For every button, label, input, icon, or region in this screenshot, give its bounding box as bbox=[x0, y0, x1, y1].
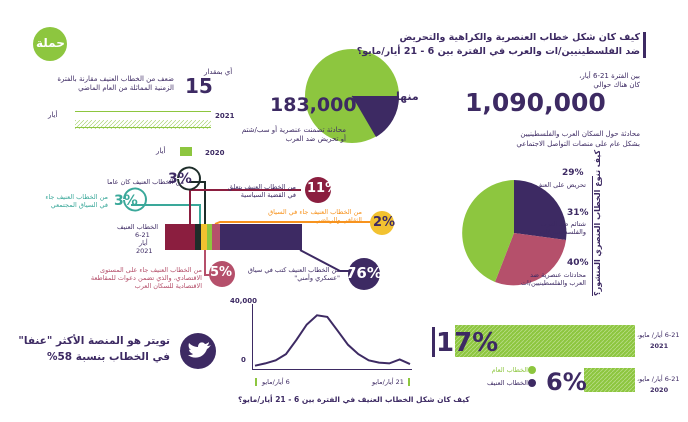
bar-label-line4: 2021 bbox=[136, 247, 153, 255]
bar-2020-month bbox=[180, 147, 192, 156]
bar-2021-axis bbox=[75, 111, 211, 112]
comparison-year-2020: 2020 bbox=[205, 149, 225, 157]
pie-slice1-pct: 29% bbox=[562, 168, 584, 178]
total-caption-line1: بين الفترة 21-6 أيار، bbox=[579, 72, 640, 80]
bar-label-line2: 6-21 bbox=[135, 231, 150, 239]
share-bar-2021 bbox=[455, 325, 635, 357]
total-desc-line2: بشكل عام على منصات التواصل الاجتماعي bbox=[516, 140, 640, 148]
pie-slice-racist bbox=[462, 180, 514, 282]
cat3-text-line1: من الخطاب العنيف يتعلق bbox=[227, 183, 296, 191]
twitter-bird-icon bbox=[188, 342, 211, 358]
cat5-pct: 5% bbox=[210, 265, 233, 280]
cat6-text-line2: "عسكري وأمني" bbox=[294, 274, 340, 282]
cat4-pct: 2% bbox=[373, 215, 396, 230]
bar-2021-month bbox=[75, 120, 211, 129]
share-2021-pct: 17% bbox=[436, 328, 499, 358]
page-title-line2: ضد الفلسطينيين/ات والعرب في الفترة بين 6… bbox=[356, 46, 640, 57]
category-badges bbox=[123, 166, 394, 290]
timeline-x-axis bbox=[252, 369, 412, 370]
pie-slice3-pct: 40% bbox=[567, 258, 589, 268]
pie-slice2-label-line2: والفلسطينيين/ات bbox=[539, 228, 586, 236]
pie-slice-incitement bbox=[514, 180, 567, 240]
logo-text: حملة bbox=[36, 36, 65, 50]
timeline-ymin: 0 bbox=[241, 356, 246, 364]
twitter-line2: في الخطاب بنسبة 58% bbox=[46, 351, 170, 363]
pie-slice3-label-line2: العرب والفلسطينيين/ات bbox=[520, 279, 586, 287]
cat3-pct: 11% bbox=[307, 181, 339, 196]
legend-general: الخطاب العام bbox=[491, 366, 528, 374]
cat3-text-line2: في القضية السياسية bbox=[240, 191, 296, 199]
timeline-start-label: 6 أيار/مايو bbox=[262, 378, 290, 386]
subset-desc-line1: محادثة تضمنت عنصرية أو سب/شتم bbox=[241, 126, 346, 134]
cat5-text-line2: الاقتصادي، والذي تضمن دعوات للمقاطعة bbox=[90, 274, 202, 282]
timeline-end-label: 21 أيار/مايو bbox=[372, 378, 404, 386]
multiplier-value: 15 bbox=[185, 74, 213, 98]
share-2020-pct: 6% bbox=[546, 368, 587, 396]
legend-general-dot bbox=[528, 366, 536, 374]
cat5-text-line3: الاقتصادية للسكان العرب bbox=[134, 282, 202, 290]
cat6-pct: 76% bbox=[346, 264, 382, 282]
legend-violent: الخطاب العنيف bbox=[486, 379, 528, 387]
bar-label-line3: أيار bbox=[139, 239, 148, 247]
share-2021-label-line2: 2021 bbox=[650, 342, 669, 350]
cat4-text-line2: الثقافي والرياضي bbox=[315, 216, 362, 224]
timeline-series-line bbox=[254, 314, 411, 367]
twitter-line1: تويتر هو المنصة الأكثر "عنفا" bbox=[18, 335, 170, 347]
cat2-pct: 3% bbox=[114, 193, 138, 209]
logo-mark bbox=[33, 27, 67, 61]
timeline-caption: كيف كان شكل الخطاب العنيف في الفترة بين … bbox=[238, 395, 470, 404]
volume-wedge bbox=[352, 96, 400, 137]
share-2021-label-line1: 6-21 أيار/ مايو، bbox=[637, 331, 680, 339]
bar-label-line1: الخطاب العنيف bbox=[117, 223, 159, 231]
comparison-month-2020: أيار bbox=[156, 147, 166, 155]
pie-slice2-pct: 31% bbox=[567, 208, 589, 218]
page-title-line1: كيف كان شكل خطاب العنصرية والكراهية والت… bbox=[399, 32, 640, 43]
subset-desc-line2: أو تحريض ضد العرب bbox=[285, 135, 346, 143]
pie-slice3-label-line1: محادثات عنصرية ضد bbox=[530, 271, 586, 279]
pie-title: كيف تنوع الخطاب العنصري المنشور؟ bbox=[593, 149, 602, 296]
share-2020-label-line2: 2020 bbox=[650, 386, 669, 394]
pie-slice2-label-line1: شتائم ضد العرب bbox=[540, 220, 586, 228]
total-desc-line1: محادثة حول السكان العرب والفلسطينيين bbox=[520, 130, 640, 138]
share-bar-2020 bbox=[584, 368, 635, 392]
category-stacked-bar bbox=[165, 224, 302, 250]
timeline-ymax: 40,000 bbox=[230, 297, 258, 305]
pie-slice1-label: تحريض على العنف bbox=[535, 181, 586, 189]
cat4-text-line1: من الخطاب العنيف جاء في السياق bbox=[268, 208, 362, 216]
header-accent-bar bbox=[643, 32, 646, 58]
cat1-pct: 3% bbox=[168, 171, 192, 187]
subset-prefix: منها bbox=[396, 90, 419, 103]
timeline-y-axis bbox=[252, 304, 253, 370]
pie-slice-insults bbox=[495, 233, 566, 286]
legend-violent-dot bbox=[528, 379, 536, 387]
total-caption-line2: كان هناك حوالي bbox=[593, 81, 640, 89]
cat2-text-line2: في السياق المجتمعي bbox=[50, 201, 108, 209]
total-value: 1,090,000 bbox=[465, 88, 606, 117]
comparison-year-2021: 2021 bbox=[215, 112, 235, 120]
pie-chart bbox=[462, 180, 567, 286]
cat5-text-line1: من الخطاب العنيف جاء على المستوى bbox=[99, 266, 202, 274]
cat2-text-line1: من الخطاب العنيف جاء bbox=[45, 193, 108, 201]
subset-value: 183,000 bbox=[270, 94, 357, 116]
cat6-text-line1: من الخطاب العنيف كتب في سياق bbox=[247, 266, 340, 274]
multiplier-prefix: أي بمقدار bbox=[204, 68, 233, 76]
comparison-desc-line2: الزمنية المماثلة من العام الماضي bbox=[78, 84, 174, 92]
cat1-text: من الخطاب العنيف كان عاما bbox=[107, 178, 184, 186]
comparison-month-2021: أيار bbox=[48, 111, 58, 119]
share-2020-label-line1: 6-21 أيار/ مايو، bbox=[637, 375, 680, 383]
comparison-desc-line1: ضعف من الخطاب العنيف مقارنة بالفترة bbox=[57, 75, 174, 83]
